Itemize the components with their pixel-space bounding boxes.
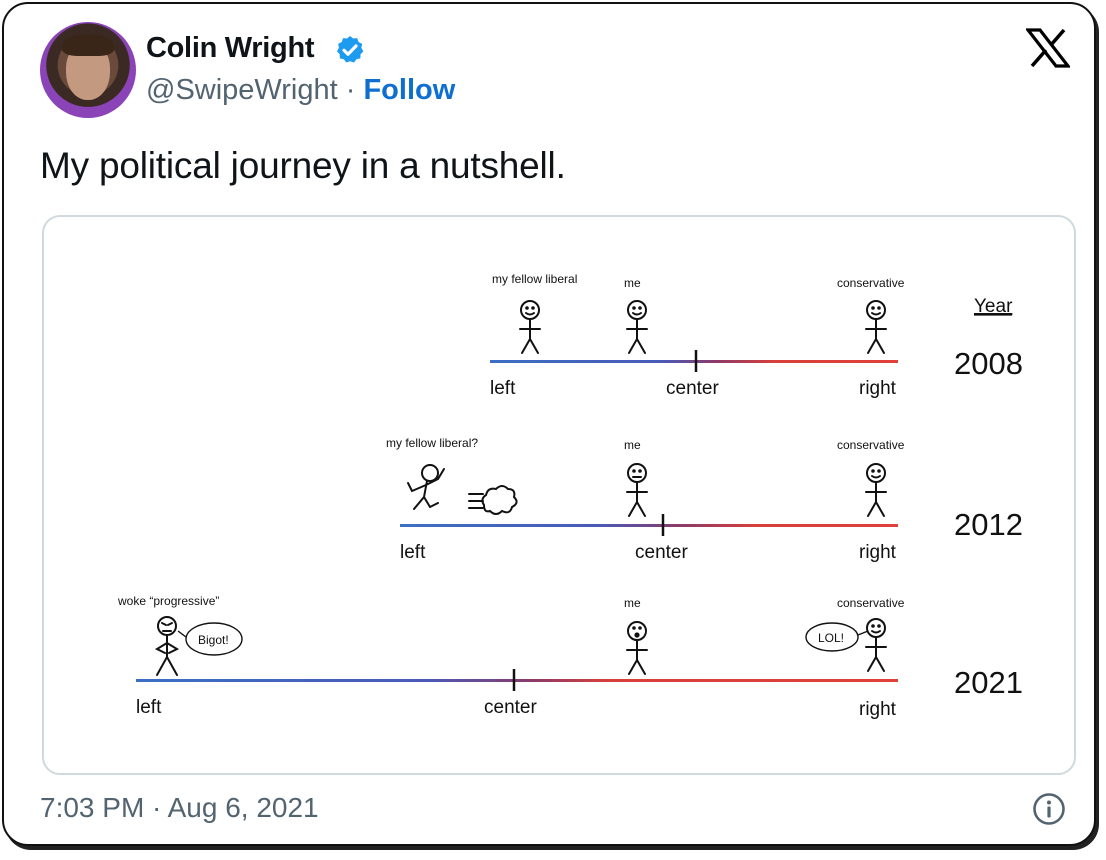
x-logo-icon[interactable] [1026, 28, 1070, 68]
conservative-figure [865, 618, 887, 672]
year-label: 2021 [954, 665, 1023, 700]
right-label: right [859, 699, 897, 720]
avatar[interactable] [40, 22, 136, 118]
tweet-card: Colin Wright @SwipeWright · Follow My po… [2, 2, 1096, 846]
me-figure [626, 300, 648, 354]
year-label: 2012 [954, 507, 1023, 542]
lol-speech-text: LOL! [818, 631, 844, 645]
dust-cloud-icon [468, 485, 518, 515]
handle-row: @SwipeWright · Follow [146, 74, 455, 107]
year-label: 2008 [954, 346, 1023, 381]
me-figure [626, 621, 648, 675]
year-header: Year [974, 296, 1013, 317]
political-spectrum-image: Year my fellow liberal me conservative [117, 272, 1023, 720]
me-caption: me [624, 438, 641, 452]
avatar-hair [62, 34, 114, 56]
woke-figure [154, 616, 180, 676]
left-label: left [400, 542, 426, 563]
tweet-text: My political journey in a nutshell. [40, 145, 566, 186]
tweet-timestamp[interactable]: 7:03 PM · Aug 6, 2021 [40, 792, 319, 823]
verified-badge-icon [336, 36, 364, 63]
right-label: right [859, 542, 897, 563]
me-caption: me [624, 596, 641, 610]
conservative-caption: conservative [837, 438, 905, 452]
left-label: left [136, 697, 162, 718]
spectrum-line [490, 360, 898, 363]
author-name[interactable]: Colin Wright [146, 32, 315, 64]
info-icon[interactable] [1032, 792, 1066, 826]
center-label: center [635, 542, 688, 563]
tweet-image[interactable]: Year my fellow liberal me conservative [42, 215, 1076, 775]
bigot-speech-bubble: Bigot! [177, 622, 243, 656]
row-2012: my fellow liberal? me conservative [386, 436, 1023, 563]
conservative-figure [865, 300, 887, 354]
lol-speech-bubble: LOL! [805, 622, 869, 652]
liberal-caption: my fellow liberal [492, 272, 577, 286]
center-label: center [484, 697, 537, 718]
spectrum-line [136, 679, 898, 682]
running-liberal-figure [407, 464, 445, 510]
me-caption: me [624, 276, 641, 290]
left-label: left [490, 378, 516, 399]
conservative-caption: conservative [837, 276, 905, 290]
row-2021: woke “progressive” me conservative Bigot… [117, 594, 1023, 720]
spectrum-line [400, 524, 898, 527]
liberal-caption: my fellow liberal? [386, 436, 478, 450]
liberal-caption: woke “progressive” [117, 594, 219, 608]
right-label: right [859, 378, 897, 399]
liberal-figure [519, 300, 541, 354]
row-2008: my fellow liberal me conservative [490, 272, 1023, 399]
me-figure [626, 463, 648, 517]
conservative-figure [865, 463, 887, 517]
conservative-caption: conservative [837, 596, 905, 610]
author-handle[interactable]: @SwipeWright [146, 74, 338, 106]
follow-button[interactable]: Follow [363, 74, 456, 106]
handle-separator: · [337, 74, 364, 106]
bigot-speech-text: Bigot! [198, 633, 229, 647]
center-label: center [666, 378, 719, 399]
